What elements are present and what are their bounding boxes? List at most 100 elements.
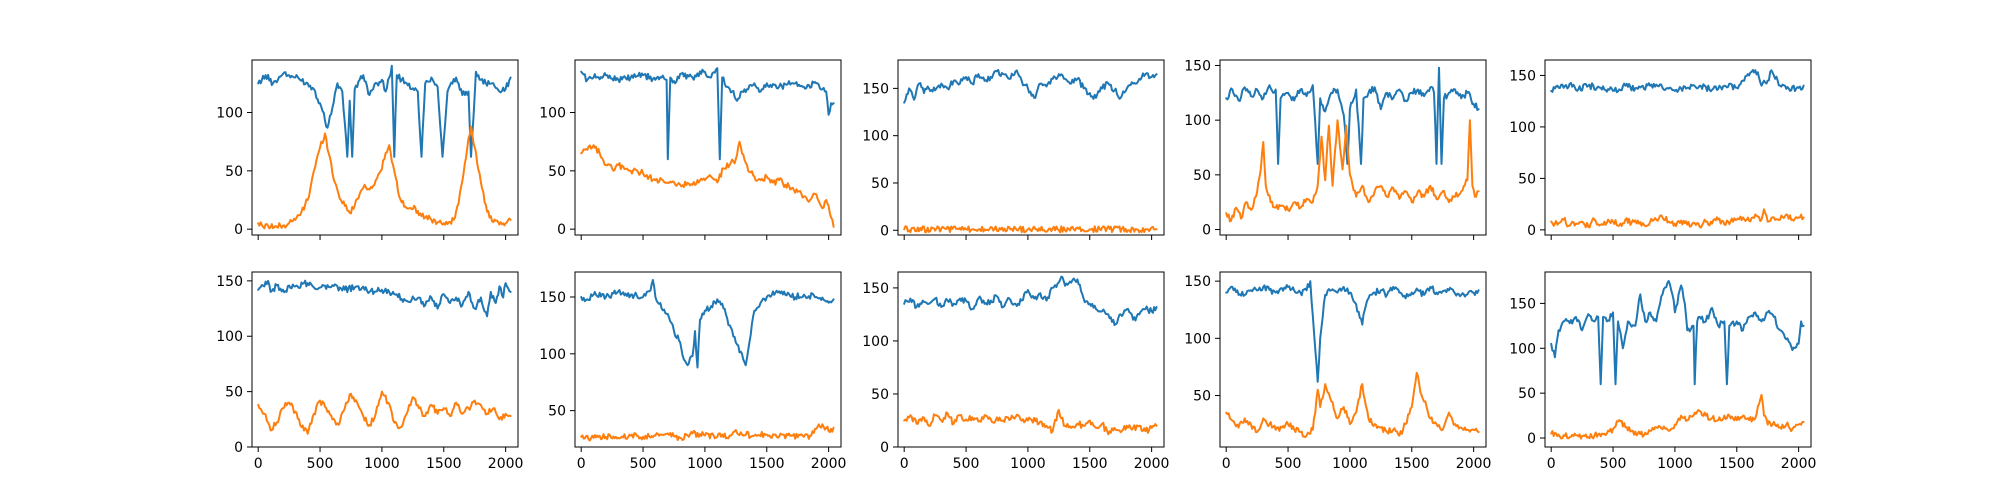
- series-line-orange: [580, 140, 835, 228]
- y-tick-label: 50: [225, 164, 243, 180]
- axes-frame: [897, 271, 1165, 448]
- x-tick-label: 0: [900, 456, 909, 472]
- x-tick-label: 1500: [749, 456, 785, 472]
- y-tick-label: 150: [1509, 68, 1536, 84]
- x-tick-label: 500: [630, 456, 657, 472]
- y-tick-label: 100: [216, 329, 243, 345]
- x-tick-label: 2000: [1456, 456, 1492, 472]
- x-tick-label: 1500: [1394, 456, 1430, 472]
- y-tick-label: 100: [539, 106, 566, 122]
- y-tick-label: 50: [871, 176, 889, 192]
- subplot-8: 0 500 1000 1500 2000 0 50 100 150: [862, 271, 1170, 472]
- series-line-orange: [1225, 119, 1480, 223]
- y-tick-label: 100: [862, 129, 889, 145]
- x-tick-label: 2000: [811, 456, 847, 472]
- x-tick-label: 0: [577, 456, 586, 472]
- series-line-blue: [1550, 280, 1805, 386]
- x-tick-label: 2000: [1781, 456, 1817, 472]
- y-tick-label: 100: [1509, 341, 1536, 357]
- series-line-blue: [257, 279, 512, 318]
- x-tick-label: 500: [953, 456, 980, 472]
- x-tick-label: 2000: [1134, 456, 1170, 472]
- y-tick-label: 100: [1184, 331, 1211, 347]
- y-tick-label: 0: [880, 223, 889, 239]
- x-tick-label: 2000: [488, 456, 524, 472]
- y-tick-label: 150: [862, 281, 889, 297]
- x-tick-label: 500: [307, 456, 334, 472]
- subplot-1: 0 50 100: [216, 59, 519, 240]
- x-tick-label: 1000: [687, 456, 723, 472]
- x-tick-label: 1500: [1072, 456, 1108, 472]
- y-tick-label: 50: [225, 385, 243, 401]
- series-line-blue: [903, 275, 1158, 326]
- subplot-7: 0 500 1000 1500 2000 50 100 150: [539, 271, 847, 472]
- axes-frame: [251, 271, 519, 448]
- x-tick-label: 1500: [426, 456, 462, 472]
- x-tick-label: 0: [254, 456, 263, 472]
- subplot-3: 0 50 100 150: [862, 59, 1165, 240]
- x-tick-label: 1500: [1719, 456, 1755, 472]
- y-tick-label: 100: [539, 347, 566, 363]
- series-line-blue: [1225, 280, 1480, 383]
- y-tick-label: 0: [234, 440, 243, 456]
- x-tick-label: 500: [1275, 456, 1302, 472]
- y-tick-label: 150: [862, 81, 889, 97]
- y-tick-label: 50: [1518, 171, 1536, 187]
- x-tick-label: 1000: [1657, 456, 1693, 472]
- series-line-orange: [1550, 393, 1805, 440]
- y-tick-label: 50: [1193, 168, 1211, 184]
- series-line-orange: [1225, 371, 1480, 439]
- x-tick-label: 1000: [1010, 456, 1046, 472]
- axes-frame: [251, 59, 519, 236]
- y-tick-label: 0: [1527, 223, 1536, 239]
- y-tick-label: 100: [216, 106, 243, 122]
- y-tick-label: 150: [216, 274, 243, 290]
- axes-frame: [897, 59, 1165, 236]
- subplot-4: 0 50 100 150: [1184, 58, 1487, 240]
- y-tick-label: 150: [1184, 58, 1211, 74]
- y-tick-label: 150: [1184, 274, 1211, 290]
- subplot-5: 0 50 100 150: [1509, 59, 1812, 240]
- series-line-orange: [903, 225, 1158, 234]
- subplot-2: 0 50 100: [539, 59, 842, 240]
- y-tick-label: 50: [548, 164, 566, 180]
- axes-frame: [1219, 271, 1487, 448]
- y-tick-label: 50: [548, 404, 566, 420]
- subplot-9: 0 500 1000 1500 2000 50 100 150: [1184, 271, 1492, 472]
- y-tick-label: 150: [539, 290, 566, 306]
- subplot-10: 0 500 1000 1500 2000 0 50 100 150: [1509, 271, 1817, 472]
- series-line-orange: [1550, 208, 1805, 229]
- x-tick-label: 1000: [1332, 456, 1368, 472]
- axes-frame: [574, 59, 842, 236]
- y-tick-label: 0: [234, 222, 243, 238]
- series-line-blue: [580, 279, 835, 369]
- y-tick-label: 50: [1518, 386, 1536, 402]
- x-tick-label: 0: [1547, 456, 1556, 472]
- series-line-orange: [580, 423, 835, 442]
- x-tick-label: 500: [1600, 456, 1627, 472]
- series-line-blue: [1225, 66, 1480, 165]
- axes-frame: [1544, 59, 1812, 236]
- series-line-blue: [257, 64, 512, 158]
- y-tick-label: 50: [1193, 389, 1211, 405]
- y-tick-label: 100: [1184, 113, 1211, 129]
- y-tick-label: 100: [1509, 120, 1536, 136]
- series-line-blue: [580, 67, 835, 161]
- y-tick-label: 0: [880, 440, 889, 456]
- series-line-blue: [1550, 69, 1805, 94]
- subplot-6: 0 500 1000 1500 2000 0 50 100 150: [216, 271, 524, 472]
- y-tick-label: 0: [557, 222, 566, 238]
- series-line-blue: [903, 68, 1158, 104]
- x-tick-label: 0: [1222, 456, 1231, 472]
- series-line-orange: [257, 390, 512, 435]
- y-tick-label: 0: [1202, 223, 1211, 239]
- y-tick-label: 50: [871, 387, 889, 403]
- axes-frame: [1219, 59, 1487, 236]
- x-tick-label: 1000: [364, 456, 400, 472]
- axes-frame: [574, 271, 842, 448]
- y-tick-label: 150: [1509, 296, 1536, 312]
- series-line-orange: [903, 408, 1158, 436]
- series-line-orange: [257, 125, 512, 230]
- axes-frame: [1544, 271, 1812, 448]
